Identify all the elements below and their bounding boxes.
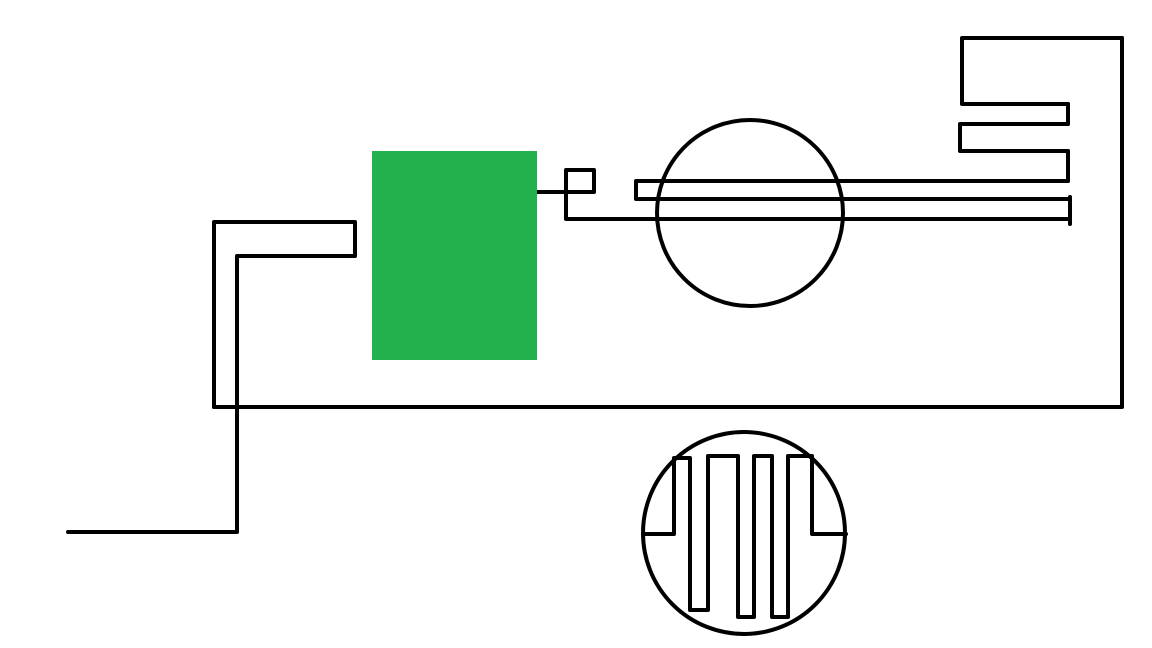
green-block [372, 151, 537, 360]
input-lead [66, 220, 357, 534]
enclosure-outline [212, 36, 1124, 409]
meander-conductor [641, 454, 848, 619]
circle-element [655, 118, 845, 308]
top-rail [525, 36, 1124, 221]
